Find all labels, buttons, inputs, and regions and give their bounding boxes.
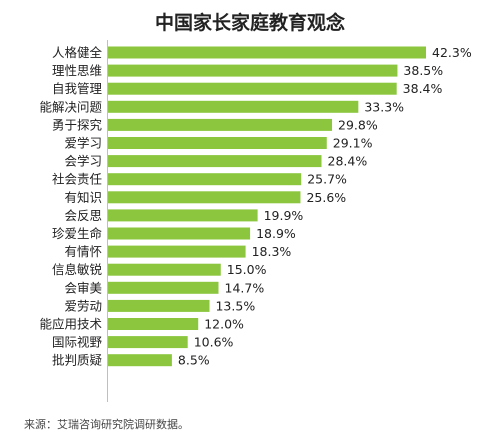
- bar: [108, 281, 219, 294]
- bar: [108, 318, 199, 330]
- category-label: 会审美: [64, 280, 102, 295]
- bar: [108, 82, 397, 95]
- category-label: 有情怀: [64, 244, 102, 259]
- bar: [108, 209, 258, 222]
- category-label: 信息敏锐: [52, 262, 103, 277]
- bar: [108, 137, 327, 149]
- category-label: 自我管理: [52, 81, 103, 96]
- bar: [108, 299, 210, 312]
- value-label: 13.5%: [215, 298, 255, 313]
- bar: [108, 336, 188, 349]
- value-label: 8.5%: [178, 353, 210, 368]
- value-label: 38.4%: [403, 81, 443, 96]
- value-label: 25.7%: [307, 172, 347, 187]
- value-label: 42.3%: [432, 45, 472, 60]
- category-label: 批判质疑: [52, 353, 103, 368]
- value-label: 29.8%: [338, 117, 378, 132]
- category-label: 爱学习: [64, 136, 102, 151]
- category-label: 人格健全: [52, 45, 103, 60]
- value-label: 10.6%: [194, 335, 234, 350]
- value-label: 25.6%: [306, 190, 346, 205]
- category-label: 会学习: [64, 154, 102, 169]
- category-label: 能解决问题: [39, 99, 102, 114]
- value-label: 33.3%: [364, 99, 404, 114]
- bar: [108, 354, 172, 367]
- bar: [108, 245, 246, 258]
- value-label: 29.1%: [333, 136, 373, 151]
- bar: [108, 173, 302, 186]
- value-label: 38.5%: [403, 63, 443, 78]
- category-label: 理性思维: [52, 63, 102, 78]
- bar: [108, 118, 333, 131]
- category-label: 勇于探究: [52, 117, 103, 132]
- value-label: 14.7%: [225, 280, 265, 295]
- bar: [108, 155, 322, 168]
- category-label: 会反思: [64, 208, 102, 223]
- category-label: 能应用技术: [39, 317, 102, 332]
- value-label: 28.4%: [328, 154, 368, 169]
- value-label: 12.0%: [204, 317, 244, 332]
- value-label: 15.0%: [227, 262, 267, 277]
- category-label: 社会责任: [52, 172, 102, 187]
- bar: [108, 191, 301, 204]
- bar: [108, 64, 398, 77]
- bar: [108, 46, 426, 59]
- bar: [108, 263, 221, 276]
- category-label: 国际视野: [52, 335, 103, 350]
- value-label: 18.3%: [252, 244, 292, 259]
- bars-group: 人格健全 42.3% 理性思维 38.5% 自我管理 38.4% 能解决问题 33.3% 勇于探…: [39, 45, 471, 368]
- bar: [108, 100, 359, 113]
- category-label: 有知识: [64, 190, 102, 205]
- category-label: 珍爱生命: [52, 226, 103, 241]
- category-label: 爱劳动: [64, 298, 102, 313]
- bar-chart: 人格健全 42.3% 理性思维 38.5% 自我管理 38.4% 能解决问题 33.3% 勇于探…: [39, 40, 472, 402]
- value-label: 19.9%: [264, 208, 304, 223]
- value-label: 18.9%: [256, 226, 296, 241]
- bar: [108, 227, 251, 240]
- source-note: 来源：艾瑞咨询研究院调研数据。: [24, 418, 189, 431]
- chart-title: 中国家长家庭教育观念: [154, 12, 345, 34]
